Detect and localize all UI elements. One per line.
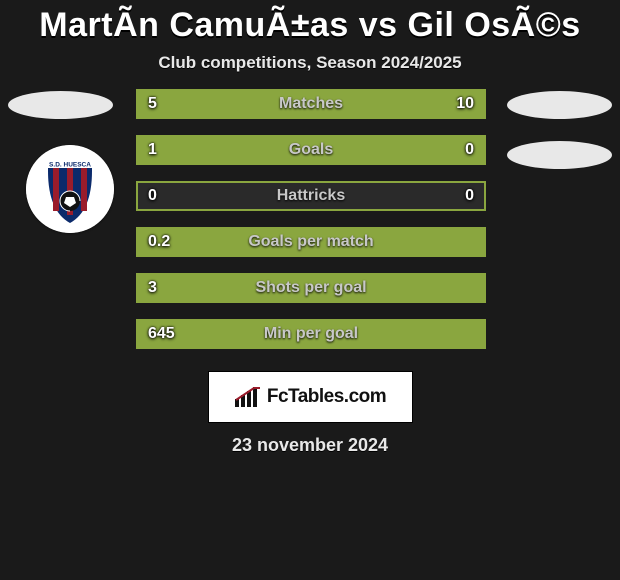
fctables-logo: FcTables.com xyxy=(208,371,413,423)
stat-row: 5 10Matches xyxy=(136,89,486,119)
stat-label: Goals xyxy=(138,137,484,163)
left-value: 0 xyxy=(138,183,167,209)
right-value xyxy=(464,321,484,347)
stat-row: 645Min per goal xyxy=(136,319,486,349)
stat-label: Goals per match xyxy=(138,229,484,255)
right-value: 0 xyxy=(455,137,484,163)
club-left-crest: S.D. HUESCA xyxy=(26,145,114,233)
stat-label: Hattricks xyxy=(138,183,484,209)
date-line: 23 november 2024 xyxy=(0,435,620,456)
stat-row: 0.2Goals per match xyxy=(136,227,486,257)
player-left-photo-placeholder xyxy=(8,91,113,119)
page-title: MartÃn CamuÃ±as vs Gil OsÃ©s xyxy=(0,6,620,45)
right-value: 10 xyxy=(446,91,484,117)
stat-label: Matches xyxy=(138,91,484,117)
svg-text:S.D. HUESCA: S.D. HUESCA xyxy=(49,162,91,169)
stat-row: 0 0Hattricks xyxy=(136,181,486,211)
h2h-infographic: MartÃn CamuÃ±as vs Gil OsÃ©s Club compet… xyxy=(0,0,620,580)
right-value xyxy=(464,229,484,255)
comparison-bars: 510Matches10Goals00Hattricks0.2Goals per… xyxy=(136,89,486,365)
page-subtitle: Club competitions, Season 2024/2025 xyxy=(0,53,620,73)
stat-label: Shots per goal xyxy=(138,275,484,301)
player-right-photo-placeholder xyxy=(507,91,612,119)
fctables-logo-text: FcTables.com xyxy=(267,386,386,408)
left-value: 3 xyxy=(138,275,167,301)
chart-icon xyxy=(235,387,261,407)
club-right-badge-placeholder xyxy=(507,141,612,169)
stat-row: 1 0Goals xyxy=(136,135,486,165)
left-value: 5 xyxy=(138,91,167,117)
left-value: 1 xyxy=(138,137,167,163)
huesca-crest-icon: S.D. HUESCA xyxy=(26,145,114,233)
right-value: 0 xyxy=(455,183,484,209)
left-value: 0.2 xyxy=(138,229,180,255)
right-value xyxy=(464,275,484,301)
left-value: 645 xyxy=(138,321,185,347)
stat-label: Min per goal xyxy=(138,321,484,347)
stat-row: 3Shots per goal xyxy=(136,273,486,303)
